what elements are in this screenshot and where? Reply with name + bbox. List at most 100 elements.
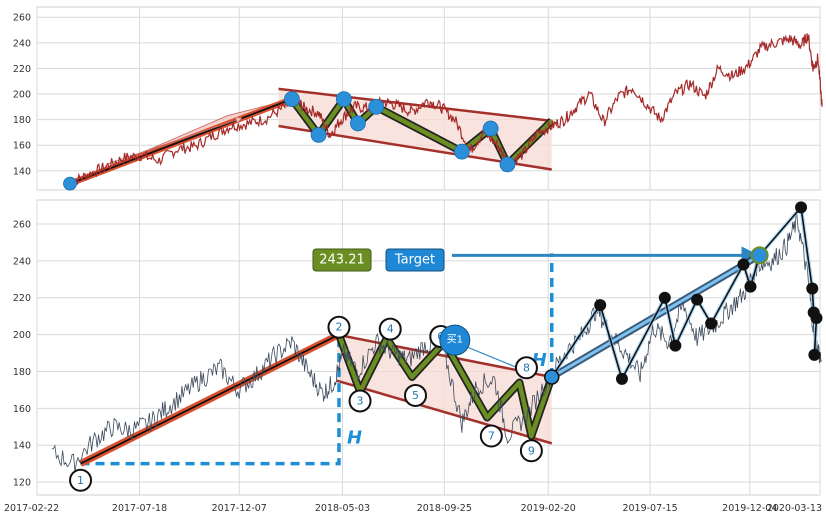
- pattern-label-circle: [327, 315, 351, 339]
- top-y-tick-label: 160: [13, 141, 31, 152]
- pattern-label-text: 9: [528, 444, 535, 457]
- pattern-label-3: 3: [348, 389, 372, 413]
- top-pattern-point: [335, 91, 352, 108]
- pattern-label-text: 1: [77, 474, 84, 487]
- top-pattern-point: [482, 120, 499, 137]
- pattern-label-text: 7: [488, 430, 495, 443]
- top-upper-channel-line: [278, 87, 552, 123]
- bottom-x-tick-label: 2018-05-03: [315, 503, 370, 514]
- pattern-label-1: 1: [69, 468, 93, 492]
- top-price-line: [69, 33, 823, 189]
- bottom-x-tick-label: 2017-07-18: [112, 503, 167, 514]
- swing-point: [810, 312, 823, 324]
- bottom-y-tick-label: 120: [13, 478, 31, 489]
- bottom-x-tick-label: 2019-07-15: [622, 503, 677, 514]
- top-y-tick-label: 220: [13, 64, 31, 75]
- bottom-plot-area: [36, 199, 821, 496]
- height-label: H: [347, 427, 362, 448]
- swing-point: [658, 291, 671, 304]
- swing-point: [795, 201, 808, 214]
- bottom-lower-channel-line: [336, 379, 553, 445]
- target-point: [750, 246, 769, 265]
- bottom-x-ticks: 2017-02-22 2017-07-18 2017-12-07 2018-05-03…: [4, 503, 822, 514]
- buy-badge-circle: [439, 324, 471, 356]
- target-value-text: 243.21: [319, 253, 365, 268]
- top-pattern-point: [453, 143, 470, 160]
- target-value-box: [312, 248, 372, 272]
- pattern-label-text: 3: [357, 394, 364, 407]
- bottom-y-tick-label: 260: [13, 219, 31, 230]
- bottom-pattern-labels: 123456789买1: [69, 315, 543, 492]
- swing-point: [705, 317, 718, 330]
- bottom-y-ticks: 120 140 160 180 200 220 240 260: [13, 219, 31, 488]
- top-y-tick-label: 180: [13, 115, 31, 126]
- bottom-x-tick-label: 2019-12-04: [722, 503, 777, 514]
- top-points: [63, 91, 516, 191]
- swing-point: [669, 339, 682, 352]
- top-pattern-point: [310, 127, 327, 143]
- top-grid: [36, 7, 821, 190]
- top-y-ticks: 140 160 180 200 220 240 260: [13, 13, 31, 178]
- breakout-point: [543, 369, 560, 385]
- bottom-x-tick-label: 2020-03-13: [767, 503, 822, 514]
- top-y-tick-label: 140: [13, 166, 31, 177]
- bottom-y-tick-label: 140: [13, 441, 31, 452]
- bottom-y-tick-label: 220: [13, 293, 31, 304]
- bottom-y-tick-label: 240: [13, 256, 31, 267]
- swing-point: [744, 280, 757, 293]
- bottom-swing-points: [543, 201, 823, 385]
- pattern-label-5: 5: [404, 383, 428, 407]
- bottom-y-tick-label: 180: [13, 367, 31, 378]
- bottom-y-tick-label: 200: [13, 330, 31, 341]
- pattern-label-circle: [69, 468, 93, 492]
- pattern-label-2: 2: [327, 315, 351, 339]
- top-pattern-point: [350, 115, 366, 132]
- impulse-line: [80, 333, 340, 465]
- top-pattern-point: [284, 91, 300, 108]
- top-series: [69, 33, 823, 189]
- pattern-label-circle: [514, 356, 538, 380]
- pattern-label-8: 8: [514, 356, 538, 380]
- top-pattern-point: [499, 156, 516, 173]
- pattern-label-circle: [404, 383, 428, 407]
- pattern-label-4: 4: [378, 317, 402, 341]
- bottom-y-tick-label: 160: [13, 404, 31, 415]
- top-plot-area: [36, 6, 821, 191]
- pattern-label-circle: [348, 389, 372, 413]
- pattern-label-circle: [378, 317, 402, 341]
- pattern-label-circle: [479, 424, 503, 448]
- pattern-label-7: 7: [479, 424, 503, 448]
- pattern-label-9: 9: [519, 439, 543, 463]
- bottom-annotations: 243.21 Target: [312, 248, 445, 272]
- swing-point: [615, 372, 628, 385]
- swing-point: [594, 299, 607, 312]
- bottom-x-tick-label: 2017-02-22: [4, 503, 59, 514]
- top-y-tick-label: 200: [13, 90, 31, 101]
- top-trend-arrow: [106, 118, 242, 165]
- height-marker: [80, 334, 341, 466]
- top-panel: 140 160 180 200 220 240 260: [13, 6, 823, 191]
- top-y-tick-label: 260: [13, 13, 31, 24]
- bottom-price-line: [51, 212, 822, 472]
- pattern-label-text: 2: [335, 321, 342, 334]
- pattern-label-text: 5: [412, 389, 419, 402]
- bottom-x-tick-label: 2017-12-07: [212, 503, 267, 514]
- bottom-x-tick-label: 2019-02-20: [521, 503, 576, 514]
- pattern-label-text: 8: [523, 361, 530, 374]
- top-impulse-line: [69, 98, 293, 185]
- swing-point: [808, 348, 821, 361]
- buy-badge: 买1: [439, 324, 471, 356]
- top-y-tick-label: 240: [13, 38, 31, 49]
- bottom-x-tick-label: 2018-09-25: [417, 503, 472, 514]
- pattern-label-text: 4: [387, 323, 394, 336]
- pattern-label-circle: [519, 439, 543, 463]
- swing-point: [806, 282, 819, 295]
- buy-badge-text: 买1: [447, 334, 463, 346]
- target-label-box: [385, 248, 445, 272]
- top-pattern-point: [63, 176, 77, 191]
- swing-point: [691, 293, 704, 306]
- bottom-channel-fill: [336, 334, 552, 444]
- swing-point: [737, 258, 750, 271]
